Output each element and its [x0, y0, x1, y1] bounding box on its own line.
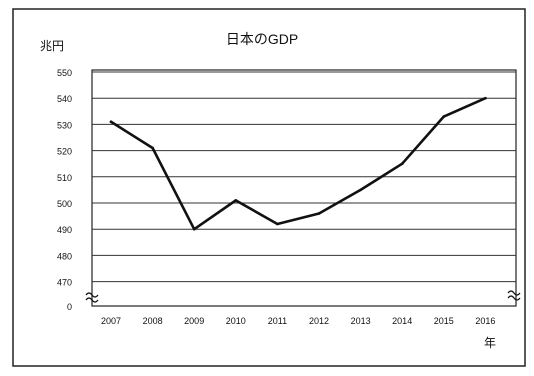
- x-tick-label: 2010: [226, 316, 246, 326]
- y-tick-label: 470: [57, 278, 72, 288]
- y-tick-label: 480: [57, 251, 72, 261]
- x-tick-label: 2011: [268, 316, 287, 326]
- x-tick-label: 2013: [351, 316, 371, 326]
- data-point: [109, 120, 113, 124]
- data-point: [400, 162, 404, 165]
- axis-break-mark: [85, 292, 99, 303]
- series-line: [109, 96, 487, 231]
- data-point: [276, 222, 279, 226]
- x-tick-label: 2016: [475, 316, 495, 326]
- data-point: [442, 115, 446, 118]
- data-point: [317, 212, 321, 215]
- y-tick-labels: 550 540 530 520 510 500 490 480 470 0: [57, 68, 72, 312]
- grid-lines: [92, 71, 516, 283]
- plot-area: [91, 69, 517, 307]
- x-tick-labels: 2007 2008 2009 2010 2011 2012 2013 2014 2015 2016: [101, 316, 495, 326]
- y-axis-label: 兆円: [40, 39, 64, 53]
- y-tick-label: 520: [57, 147, 72, 157]
- chart-border: [12, 8, 526, 367]
- x-tick-label: 2015: [434, 316, 454, 326]
- y-tick-label: 530: [57, 120, 72, 130]
- x-tick-label: 2007: [101, 316, 121, 326]
- x-tick-label: 2012: [309, 316, 329, 326]
- x-axis-label: 年: [484, 336, 496, 350]
- y-tick-label: 540: [57, 94, 72, 104]
- x-tick-label: 2014: [392, 316, 412, 326]
- series-layer: [109, 96, 487, 231]
- data-point: [234, 199, 238, 202]
- y-tick-label: 510: [57, 173, 72, 183]
- x-tick-label: 2009: [184, 316, 204, 326]
- data-point: [359, 188, 362, 192]
- y-tick-label: 550: [57, 68, 72, 78]
- y-tick-label: 490: [57, 225, 72, 235]
- x-tick-label: 2008: [143, 316, 163, 326]
- y-tick-label: 500: [57, 199, 72, 209]
- data-point: [484, 96, 487, 100]
- axis-break-mark: [507, 290, 521, 301]
- data-point: [151, 146, 154, 150]
- chart-title: 日本のGDP: [226, 31, 298, 47]
- data-point: [192, 227, 196, 231]
- axis-break-marks: [85, 290, 521, 303]
- y-tick-label: 0: [67, 302, 72, 312]
